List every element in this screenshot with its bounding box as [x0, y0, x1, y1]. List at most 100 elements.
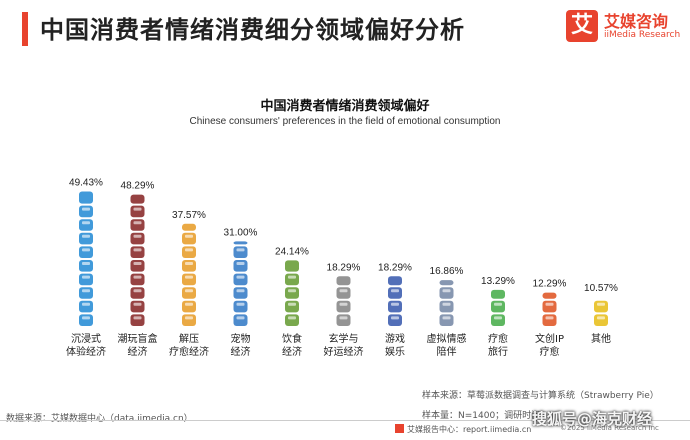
category-label-10-0: 其他	[591, 332, 611, 345]
robot-icon	[439, 300, 454, 313]
cactus-icon	[182, 260, 196, 272]
blind-box-icon	[130, 287, 145, 299]
footer-divider	[0, 420, 690, 421]
category-label-1-0: 潮玩盲盒	[118, 332, 158, 345]
category-label-8-0: 疗愈	[488, 332, 508, 345]
game-console-icon	[388, 314, 402, 326]
blind-box-icon	[130, 314, 145, 326]
category-label-6-0: 游戏	[385, 332, 405, 345]
game-console-icon	[388, 300, 402, 313]
robot-icon	[439, 287, 454, 299]
blind-box-icon	[130, 205, 145, 218]
lucky-charm-icon	[336, 314, 351, 326]
category-label-3-0: 宠物	[231, 332, 251, 345]
category-label-9-0: 文创IP	[535, 332, 564, 345]
robot-icon	[439, 314, 454, 326]
blind-box-icon	[130, 260, 145, 272]
category-label-6-1: 娱乐	[385, 345, 405, 358]
report-icon	[395, 424, 404, 433]
plant-icon	[491, 289, 505, 299]
pet-bowl-icon	[233, 246, 248, 258]
sample-size-note: 样本量：N=1400；调研时间：	[422, 411, 550, 421]
logo-chinese-name: 艾媒咨询	[604, 12, 669, 31]
plant-icon	[491, 314, 505, 326]
value-label-3: 31.00%	[224, 228, 258, 239]
category-label-9-1: 疗愈	[540, 345, 560, 358]
value-label-1: 48.29%	[121, 181, 155, 192]
cactus-icon	[182, 287, 196, 299]
report-center-link[interactable]: 艾媒报告中心：report.iimedia.cn	[395, 424, 531, 435]
blind-box-icon	[130, 219, 145, 231]
microphone-icon	[79, 232, 93, 245]
blind-box-icon	[130, 246, 145, 258]
pet-bowl-icon	[233, 314, 248, 326]
cactus-icon	[182, 273, 196, 286]
microphone-icon	[79, 273, 93, 286]
blind-box-icon	[130, 232, 145, 245]
microphone-icon	[79, 260, 93, 272]
category-label-2-1: 疗愈经济	[169, 345, 209, 358]
title-accent-bar	[22, 12, 28, 46]
pet-bowl-icon	[233, 273, 248, 286]
category-label-2-0: 解压	[179, 332, 199, 345]
value-label-7: 16.86%	[430, 266, 464, 277]
robot-icon	[439, 280, 454, 286]
category-label-8-1: 旅行	[488, 345, 508, 358]
food-bowl-icon	[285, 300, 299, 313]
game-console-icon	[388, 276, 402, 286]
value-label-4: 24.14%	[275, 246, 309, 257]
food-bowl-icon	[285, 314, 299, 326]
value-label-8: 13.29%	[481, 276, 515, 287]
data-source-note: 数据来源：艾媒数据中心（data.iimedia.cn）	[6, 414, 193, 424]
lucky-charm-icon	[336, 287, 351, 299]
watermark-text: 搜狐号@海克财经	[532, 410, 653, 428]
game-console-icon	[388, 287, 402, 299]
category-label-5-0: 玄学与	[329, 332, 359, 345]
iimedia-logo: 艾 艾媒咨询 iiMedia Research	[566, 8, 684, 48]
copyright-text: ©2025 iiMedia Research Inc	[560, 424, 659, 432]
report-center-text: 艾媒报告中心：report.iimedia.cn	[407, 425, 532, 434]
category-label-4-1: 经济	[282, 345, 302, 358]
value-label-5: 18.29%	[327, 262, 361, 273]
value-label-10: 10.57%	[584, 283, 618, 294]
value-label-2: 37.57%	[172, 210, 206, 221]
pet-bowl-icon	[233, 300, 248, 313]
microphone-icon	[79, 191, 93, 204]
blind-box-icon	[130, 300, 145, 313]
microphone-icon	[79, 246, 93, 258]
logo-mark-icon: 艾	[566, 10, 598, 42]
category-label-0-1: 体验经济	[66, 345, 106, 358]
category-label-3-1: 经济	[231, 345, 251, 358]
chart-title: 中国消费者情绪消费领域偏好	[260, 99, 430, 114]
value-label-0: 49.43%	[69, 178, 103, 189]
microphone-icon	[79, 287, 93, 299]
food-bowl-icon	[285, 260, 299, 272]
blind-box-icon	[130, 273, 145, 286]
microphone-icon	[79, 300, 93, 313]
microphone-icon	[79, 314, 93, 326]
category-label-1-1: 经济	[128, 345, 148, 358]
lucky-charm-icon	[336, 300, 351, 313]
logo-english-name: iiMedia Research	[604, 30, 681, 40]
cactus-icon	[182, 223, 196, 231]
category-label-4-0: 饮食	[282, 332, 302, 345]
food-bowl-icon	[285, 287, 299, 299]
microphone-icon	[79, 219, 93, 231]
cultural-ip-icon	[542, 300, 557, 313]
blind-box-icon	[130, 194, 145, 204]
pet-bowl-icon	[233, 241, 248, 245]
sample-source-note: 样本来源：草莓派数据调查与计算系统（Strawberry Pie）	[422, 391, 659, 401]
cactus-icon	[182, 246, 196, 258]
pet-bowl-icon	[233, 287, 248, 299]
category-label-0-0: 沉浸式	[71, 332, 101, 345]
medal-icon	[594, 300, 608, 313]
